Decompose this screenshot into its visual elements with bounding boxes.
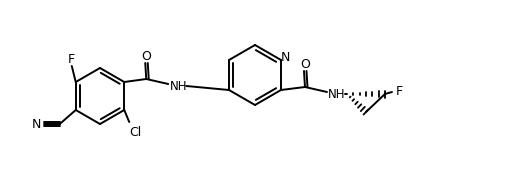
Text: NH: NH: [328, 88, 345, 100]
Text: F: F: [394, 84, 402, 98]
Text: F: F: [68, 52, 75, 66]
Text: Cl: Cl: [129, 126, 141, 139]
Text: NH: NH: [169, 79, 187, 93]
Text: O: O: [299, 57, 309, 71]
Text: O: O: [141, 50, 151, 62]
Text: N: N: [280, 51, 289, 63]
Text: N: N: [32, 117, 41, 131]
